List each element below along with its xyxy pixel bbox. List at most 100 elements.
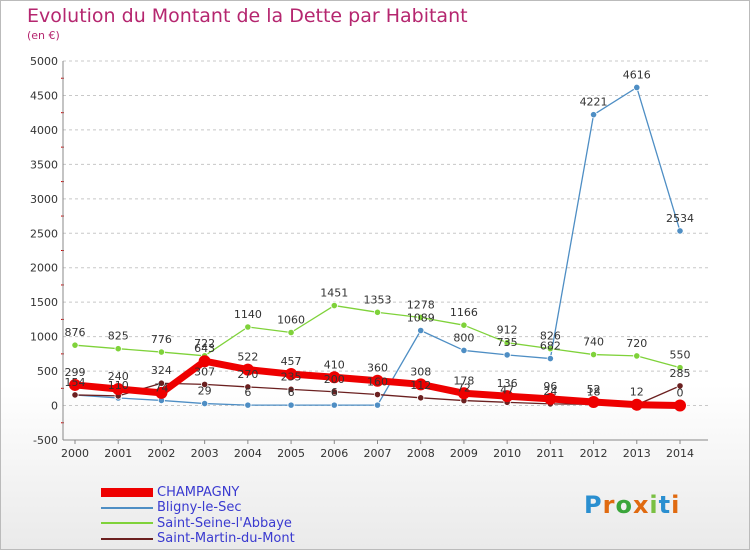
data-label: 457	[281, 355, 302, 368]
data-label: 160	[367, 376, 388, 389]
logo-letter: t	[658, 491, 672, 519]
data-label: 2534	[666, 212, 694, 225]
y-tick-label: 4000	[30, 124, 58, 137]
data-point	[633, 352, 641, 360]
y-tick-label: 3000	[30, 193, 58, 206]
data-label: 0	[677, 387, 684, 400]
legend-swatch	[101, 487, 153, 497]
data-point	[457, 387, 470, 400]
y-tick-label: -500	[33, 434, 58, 447]
legend-swatch	[101, 522, 153, 524]
y-tick-label: 4500	[30, 89, 58, 102]
data-point	[371, 374, 384, 387]
data-point	[287, 328, 295, 337]
data-point	[287, 385, 295, 393]
data-point	[201, 399, 209, 408]
x-tick-label: 2014	[666, 447, 694, 460]
y-tick-label: 2000	[30, 262, 58, 275]
data-label: 522	[237, 351, 258, 364]
data-label: 4221	[580, 96, 608, 109]
data-label: 800	[453, 331, 474, 344]
data-label: 722	[194, 337, 215, 350]
data-label: 29	[198, 385, 212, 398]
data-label: 24	[543, 385, 557, 398]
x-tick-label: 2004	[234, 447, 262, 460]
data-point	[330, 401, 338, 409]
data-label: 6	[288, 386, 295, 399]
legend-label: Saint-Martin-du-Mont	[157, 531, 295, 546]
data-point	[330, 301, 338, 310]
legend-label: Bligny-le-Sec	[157, 500, 242, 515]
legend-swatch	[101, 537, 153, 540]
y-tick-label: 500	[37, 365, 58, 378]
data-point	[287, 401, 295, 409]
data-point	[328, 371, 341, 384]
x-tick-label: 2008	[407, 447, 435, 460]
data-label: 96	[543, 380, 557, 393]
data-point	[71, 341, 79, 349]
data-point	[414, 378, 427, 391]
data-point	[633, 83, 641, 92]
data-label: 825	[108, 330, 129, 343]
data-label: 1353	[364, 293, 392, 306]
series-line-bligny-le-sec	[74, 86, 681, 406]
data-point	[417, 326, 425, 335]
data-label: 136	[497, 377, 518, 390]
data-point	[501, 390, 514, 403]
data-label: 154	[65, 376, 86, 389]
data-label: 1278	[407, 298, 435, 311]
data-point	[503, 339, 511, 347]
logo-letter: x	[632, 491, 650, 519]
data-label: 299	[65, 366, 86, 379]
data-label: 1140	[234, 308, 262, 321]
data-label: 235	[281, 370, 302, 383]
data-label: 776	[151, 333, 172, 346]
legend-entry: Saint-Seine-l'Abbaye	[101, 515, 292, 531]
x-tick-label: 2007	[364, 447, 392, 460]
data-label: 550	[670, 349, 691, 362]
y-tick-label: 3500	[30, 158, 58, 171]
y-tick-label: 2500	[30, 227, 58, 240]
data-point	[244, 323, 252, 331]
data-label: 285	[670, 367, 691, 380]
legend-entry: Bligny-le-Sec	[101, 500, 242, 516]
data-point	[373, 401, 382, 409]
data-point	[460, 346, 468, 355]
data-point	[589, 350, 598, 359]
data-label: 47	[500, 383, 514, 396]
x-tick-label: 2012	[580, 447, 608, 460]
legend-entry: CHAMPAGNY	[101, 484, 239, 500]
data-point	[417, 313, 425, 322]
data-point	[544, 392, 557, 405]
data-label: 682	[540, 340, 561, 353]
data-point	[330, 388, 338, 396]
data-label: 270	[237, 368, 258, 381]
data-point	[244, 401, 252, 409]
data-point	[241, 363, 254, 376]
data-label: 1166	[450, 306, 478, 319]
data-point	[546, 345, 554, 353]
x-tick-label: 2010	[493, 447, 521, 460]
data-label: 112	[410, 379, 431, 392]
data-label: 740	[583, 336, 604, 349]
data-label: 360	[367, 362, 388, 375]
data-label: 6	[331, 386, 338, 399]
data-point	[546, 354, 554, 363]
data-label: 876	[65, 326, 86, 339]
chart-title: Evolution du Montant de la Dette par Hab…	[27, 5, 468, 27]
data-point	[373, 390, 382, 399]
legend-entry: Saint-Martin-du-Mont	[101, 531, 295, 547]
data-label: 912	[497, 324, 518, 337]
data-point	[157, 348, 166, 356]
logo-letter: i	[671, 491, 681, 519]
data-point	[630, 398, 643, 411]
data-point	[676, 227, 684, 235]
y-tick-label: 5000	[30, 55, 58, 68]
data-label: 410	[324, 358, 345, 371]
x-tick-label: 2005	[277, 447, 305, 460]
x-tick-label: 2013	[623, 447, 651, 460]
chart-subtitle: (en €)	[27, 29, 60, 42]
data-point	[157, 379, 166, 387]
